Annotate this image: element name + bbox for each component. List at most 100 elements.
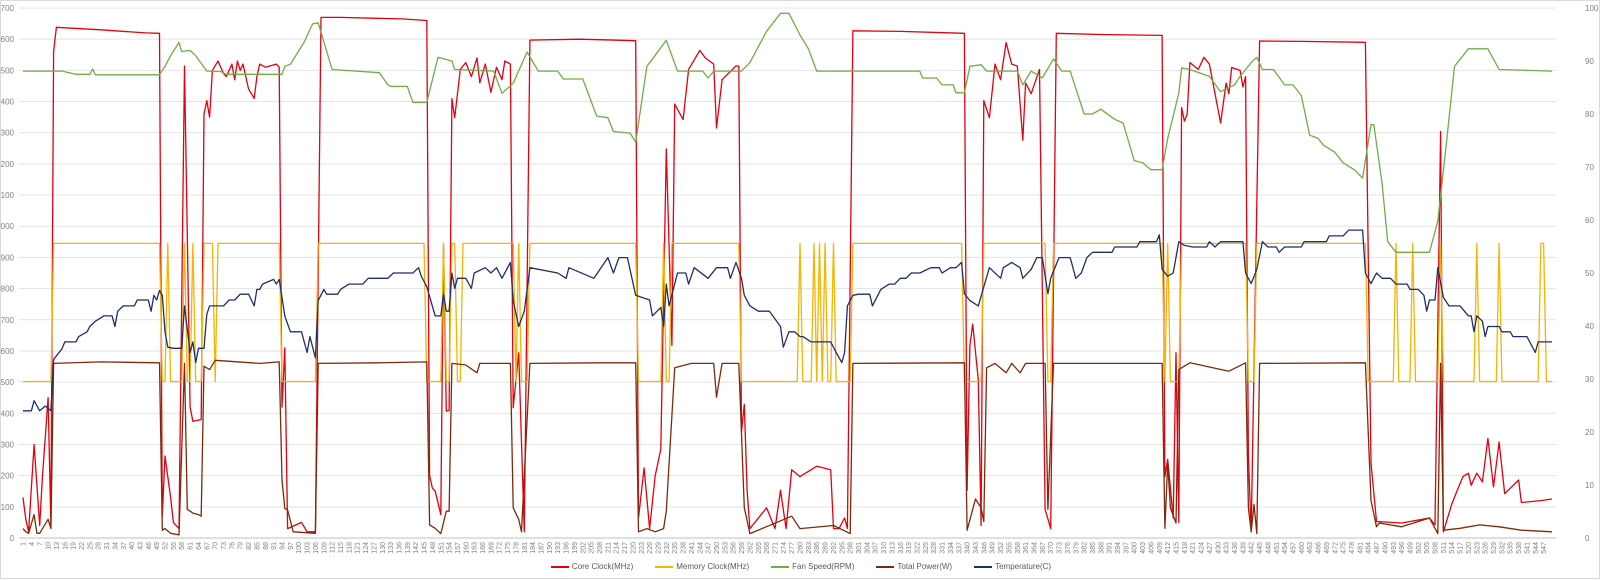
- x-tick-label: 139: [405, 542, 412, 554]
- x-tick-label: 142: [413, 542, 420, 554]
- x-tick-label: 343: [973, 542, 980, 554]
- x-tick-label: 157: [455, 542, 462, 554]
- x-tick-label: 217: [622, 542, 629, 554]
- x-tick-label: 400: [1132, 542, 1139, 554]
- x-tick-label: 493: [1391, 542, 1398, 554]
- x-tick-label: 451: [1274, 542, 1281, 554]
- x-tick-label: 76: [229, 542, 236, 550]
- x-tick-label: 511: [1441, 542, 1448, 553]
- right-y-tick-label: 30: [1585, 375, 1594, 384]
- series-line-temperature-c: [23, 229, 1552, 412]
- x-tick-label: 124: [363, 542, 370, 554]
- x-tick-label: 262: [747, 542, 754, 554]
- right-y-tick-label: 90: [1585, 57, 1594, 66]
- x-tick-label: 205: [589, 542, 596, 554]
- x-tick-label: 151: [438, 542, 445, 554]
- series-lines: [22, 12, 1553, 536]
- left-y-tick-label: 1700: [1, 4, 15, 13]
- left-y-tick-label: 0: [10, 534, 15, 543]
- legend-swatch: [655, 565, 674, 568]
- legend-item-total-power: Total Power(W): [876, 562, 952, 571]
- x-tick-label: 544: [1533, 542, 1540, 554]
- right-y-axis-ticks: 0 10 20 30 40 50 60 70 80 90 100: [1585, 4, 1599, 543]
- x-tick-label: 172: [497, 542, 504, 554]
- x-tick-label: 310: [881, 542, 888, 554]
- x-tick-label: 355: [1006, 542, 1013, 554]
- x-tick-label: 526: [1483, 542, 1490, 554]
- x-tick-label: 136: [396, 542, 403, 554]
- x-tick-label: 463: [1307, 542, 1314, 554]
- x-tick-label: 304: [864, 542, 871, 554]
- x-tick-label: 442: [1249, 542, 1256, 554]
- x-tick-label: 322: [915, 542, 922, 554]
- x-tick-label: 289: [823, 542, 830, 554]
- x-tick-label: 358: [1015, 542, 1022, 554]
- x-tick-label: 403: [1140, 542, 1147, 554]
- right-y-tick-label: 60: [1585, 216, 1594, 225]
- x-tick-label: 115: [338, 542, 345, 553]
- x-tick-label: 91: [271, 542, 278, 550]
- x-tick-label: 241: [689, 542, 696, 554]
- x-tick-label: 100: [296, 542, 303, 554]
- right-y-tick-label: 70: [1585, 163, 1594, 172]
- x-tick-label: 532: [1499, 542, 1506, 554]
- right-y-tick-label: 50: [1585, 269, 1594, 278]
- x-tick-label: 352: [998, 542, 1005, 554]
- x-tick-label: 460: [1299, 542, 1306, 554]
- x-tick-label: 274: [781, 542, 788, 554]
- x-tick-label: 79: [238, 542, 245, 550]
- x-tick-label: 190: [547, 542, 554, 554]
- x-tick-label: 340: [965, 542, 972, 554]
- x-tick-label: 19: [71, 542, 78, 550]
- right-y-tick-label: 0: [1585, 534, 1590, 543]
- x-tick-label: 259: [739, 542, 746, 554]
- legend-swatch: [876, 565, 895, 568]
- x-tick-label: 430: [1215, 542, 1222, 554]
- x-tick-label: 85: [254, 542, 261, 550]
- x-tick-label: 487: [1374, 542, 1381, 554]
- x-tick-label: 178: [513, 542, 520, 554]
- x-tick-label: 436: [1232, 542, 1239, 554]
- x-tick-label: 73: [221, 542, 228, 550]
- legend-label: Memory Clock(MHz): [676, 562, 750, 571]
- x-tick-label: 187: [539, 542, 546, 554]
- x-tick-label: 133: [388, 542, 395, 554]
- series-line-core-clock-mhz: [22, 16, 1553, 533]
- x-tick-label: 469: [1324, 542, 1331, 554]
- x-tick-label: 481: [1357, 542, 1364, 554]
- x-tick-label: 175: [505, 542, 512, 554]
- right-y-tick-label: 10: [1585, 481, 1594, 490]
- x-tick-label: 502: [1416, 542, 1423, 554]
- x-tick-label: 145: [422, 542, 429, 554]
- x-tick-label: 25: [87, 542, 94, 550]
- x-tick-label: 520: [1466, 542, 1473, 554]
- x-tick-label: 7: [37, 542, 44, 546]
- x-tick-label: 457: [1290, 542, 1297, 554]
- x-tick-label: 505: [1424, 542, 1431, 554]
- x-tick-label: 490: [1382, 542, 1389, 554]
- x-tick-label: 499: [1407, 542, 1414, 554]
- x-tick-label: 331: [940, 542, 947, 554]
- x-tick-label: 229: [655, 542, 662, 554]
- legend-label: Core Clock(MHz): [571, 562, 634, 571]
- right-y-tick-label: 40: [1585, 322, 1594, 331]
- x-tick-label: 364: [1031, 542, 1038, 554]
- x-tick-label: 466: [1316, 542, 1323, 554]
- x-tick-label: 232: [664, 542, 671, 554]
- x-tick-label: 103: [305, 542, 312, 554]
- x-tick-label: 1: [21, 542, 28, 546]
- x-tick-label: 160: [463, 542, 470, 554]
- x-tick-label: 361: [1023, 542, 1030, 554]
- x-tick-label: 385: [1090, 542, 1097, 554]
- x-tick-label: 295: [839, 542, 846, 554]
- left-y-tick-label: 300: [1, 440, 15, 449]
- x-tick-label: 235: [672, 542, 679, 554]
- series-line-total-power-w: [22, 359, 1553, 536]
- x-tick-label: 379: [1073, 542, 1080, 554]
- x-tick-label: 547: [1541, 542, 1548, 554]
- x-tick-label: 514: [1449, 542, 1456, 554]
- left-y-tick-label: 500: [1, 378, 15, 387]
- legend-label: Temperature(C): [995, 562, 1052, 571]
- x-tick-label: 523: [1474, 542, 1481, 554]
